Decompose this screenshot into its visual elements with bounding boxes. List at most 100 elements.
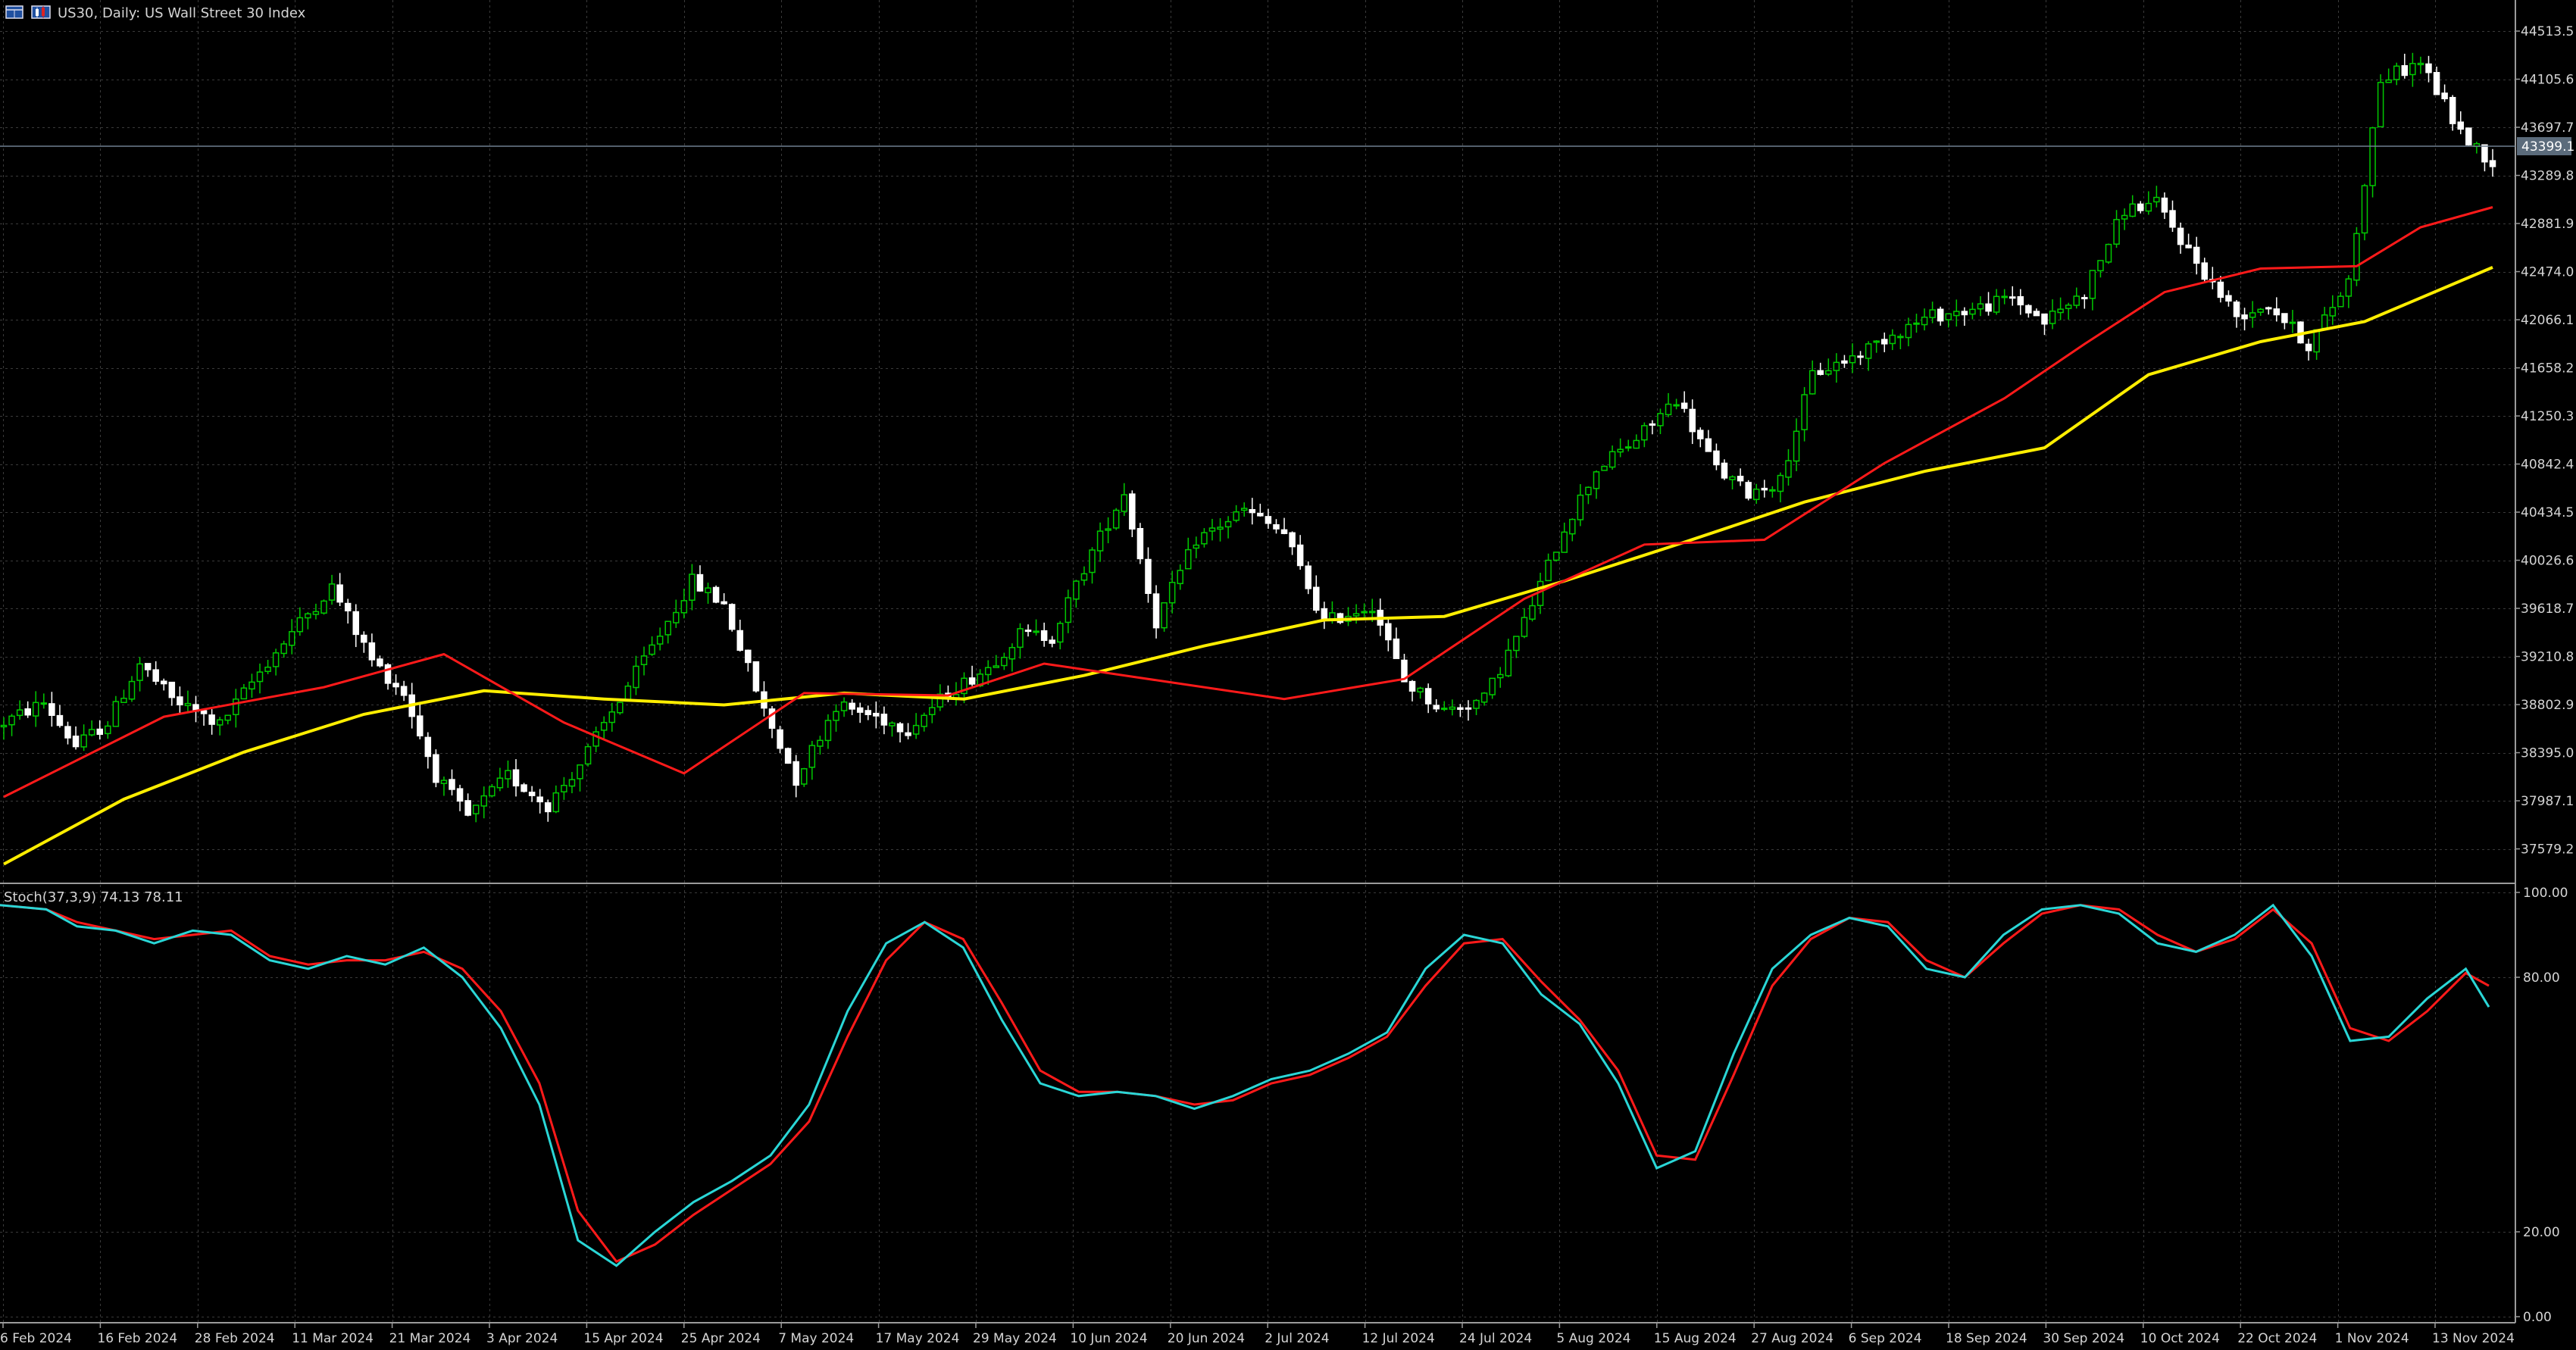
candle xyxy=(1417,686,1424,699)
candle xyxy=(105,720,111,739)
candle xyxy=(2377,74,2384,128)
candle xyxy=(320,599,327,615)
candle-body-bull xyxy=(1969,308,1976,315)
candle xyxy=(1033,619,1039,636)
candle-body-bear xyxy=(856,707,864,713)
candle-body-bull xyxy=(1921,316,1928,326)
candle xyxy=(1953,299,1960,327)
candle xyxy=(24,701,31,718)
candle xyxy=(1393,627,1400,659)
candle xyxy=(705,583,711,604)
time-axis[interactable]: 6 Feb 2024 16 Feb 2024 28 Feb 2024 11 Mar 2… xyxy=(0,1323,2515,1346)
candle xyxy=(305,611,311,630)
candle-body-bear xyxy=(433,754,439,783)
candle xyxy=(33,691,39,727)
candle-body-bull xyxy=(840,701,848,711)
stoch-axis[interactable]: 100.00 80.00 20.00 0.00 xyxy=(2515,886,2568,1325)
candle xyxy=(1857,351,1864,365)
candle xyxy=(689,564,696,611)
candle-body-bear xyxy=(1713,450,1720,466)
time-tick-label: 2 Jul 2024 xyxy=(1265,1331,1329,1346)
candle-body-bull xyxy=(1001,656,1008,667)
candle-body-bear xyxy=(1880,339,1888,345)
candle-body-bull xyxy=(1945,313,1952,320)
candle xyxy=(144,663,152,677)
candle-body-bear xyxy=(1433,705,1440,710)
candle-body-bull xyxy=(1833,361,1840,371)
candle xyxy=(336,573,343,607)
candle-body-bull xyxy=(272,652,280,667)
candle-body-bear xyxy=(1761,487,1768,491)
candle-body-bull xyxy=(824,720,832,742)
candle-body-bull xyxy=(1121,494,1128,512)
candle xyxy=(993,655,1000,668)
candle-body-bear xyxy=(1721,462,1728,479)
candle xyxy=(1825,358,1832,377)
candle-body-bull xyxy=(1489,677,1496,695)
candle xyxy=(2073,287,2080,309)
candle xyxy=(2265,306,2272,315)
candle xyxy=(16,700,23,720)
chart-window-icon[interactable] xyxy=(5,5,23,19)
candle-body-bull xyxy=(801,768,808,785)
candle-body-bull xyxy=(561,784,567,792)
candle xyxy=(512,759,520,797)
candle xyxy=(2353,227,2360,286)
price-axis[interactable]: 44513.5 44105.6 43697.7 43289.8 42881.9 42474… xyxy=(2515,24,2574,858)
candle-body-bull xyxy=(88,729,95,736)
candle xyxy=(1136,523,1144,564)
candle-body-bull xyxy=(1953,311,1960,317)
candle xyxy=(1880,332,1888,352)
candle xyxy=(1073,580,1080,608)
candle xyxy=(1208,518,1216,541)
candle xyxy=(808,740,816,780)
candle-body-bear xyxy=(1049,639,1055,644)
candle-body-bull xyxy=(1577,494,1584,520)
candle xyxy=(1057,620,1064,650)
candle xyxy=(48,692,55,727)
candle-body-bear xyxy=(2273,308,2281,316)
candle xyxy=(1473,698,1480,715)
candle-body-bear xyxy=(1249,509,1256,514)
candle-body-bear xyxy=(1408,680,1416,692)
stoch-tick-label: 0.00 xyxy=(2523,1310,2552,1325)
candle-body-bull xyxy=(2105,243,2112,263)
candle xyxy=(633,655,639,695)
candle xyxy=(1049,636,1055,648)
candle xyxy=(1937,306,1944,326)
candlestick-series xyxy=(0,52,2496,823)
candle xyxy=(649,636,655,656)
candle-body-bull xyxy=(264,666,271,673)
candle xyxy=(1745,480,1752,501)
candle-body-bear xyxy=(2281,313,2288,323)
candlestick-icon[interactable] xyxy=(31,5,51,19)
candle xyxy=(249,673,255,698)
candle xyxy=(1929,302,1936,323)
candle xyxy=(1089,547,1096,584)
candle xyxy=(849,698,855,715)
candle-body-bull xyxy=(472,805,480,814)
candle-body-bull xyxy=(705,587,711,593)
candle xyxy=(417,704,424,739)
candle xyxy=(2417,56,2424,74)
candle xyxy=(1961,307,1968,327)
candle xyxy=(280,640,287,658)
candle-body-bull xyxy=(184,702,192,707)
candle-body-bull xyxy=(440,780,448,784)
candle-body-bear xyxy=(1649,423,1656,426)
candle-body-bull xyxy=(128,680,136,700)
candle xyxy=(2137,201,2144,214)
candle-body-bear xyxy=(2185,244,2192,248)
candle-body-bear xyxy=(1129,493,1136,530)
candle-body-bear xyxy=(2201,262,2208,280)
candle xyxy=(2449,95,2456,131)
candle xyxy=(2233,300,2240,328)
candle xyxy=(1873,340,1880,353)
time-tick-label: 6 Feb 2024 xyxy=(0,1331,72,1346)
candle xyxy=(1777,472,1784,503)
candle-body-bear xyxy=(905,732,911,736)
time-tick-label: 30 Sep 2024 xyxy=(2043,1331,2124,1346)
candle-body-bear xyxy=(849,702,855,710)
candle xyxy=(1601,465,1608,471)
